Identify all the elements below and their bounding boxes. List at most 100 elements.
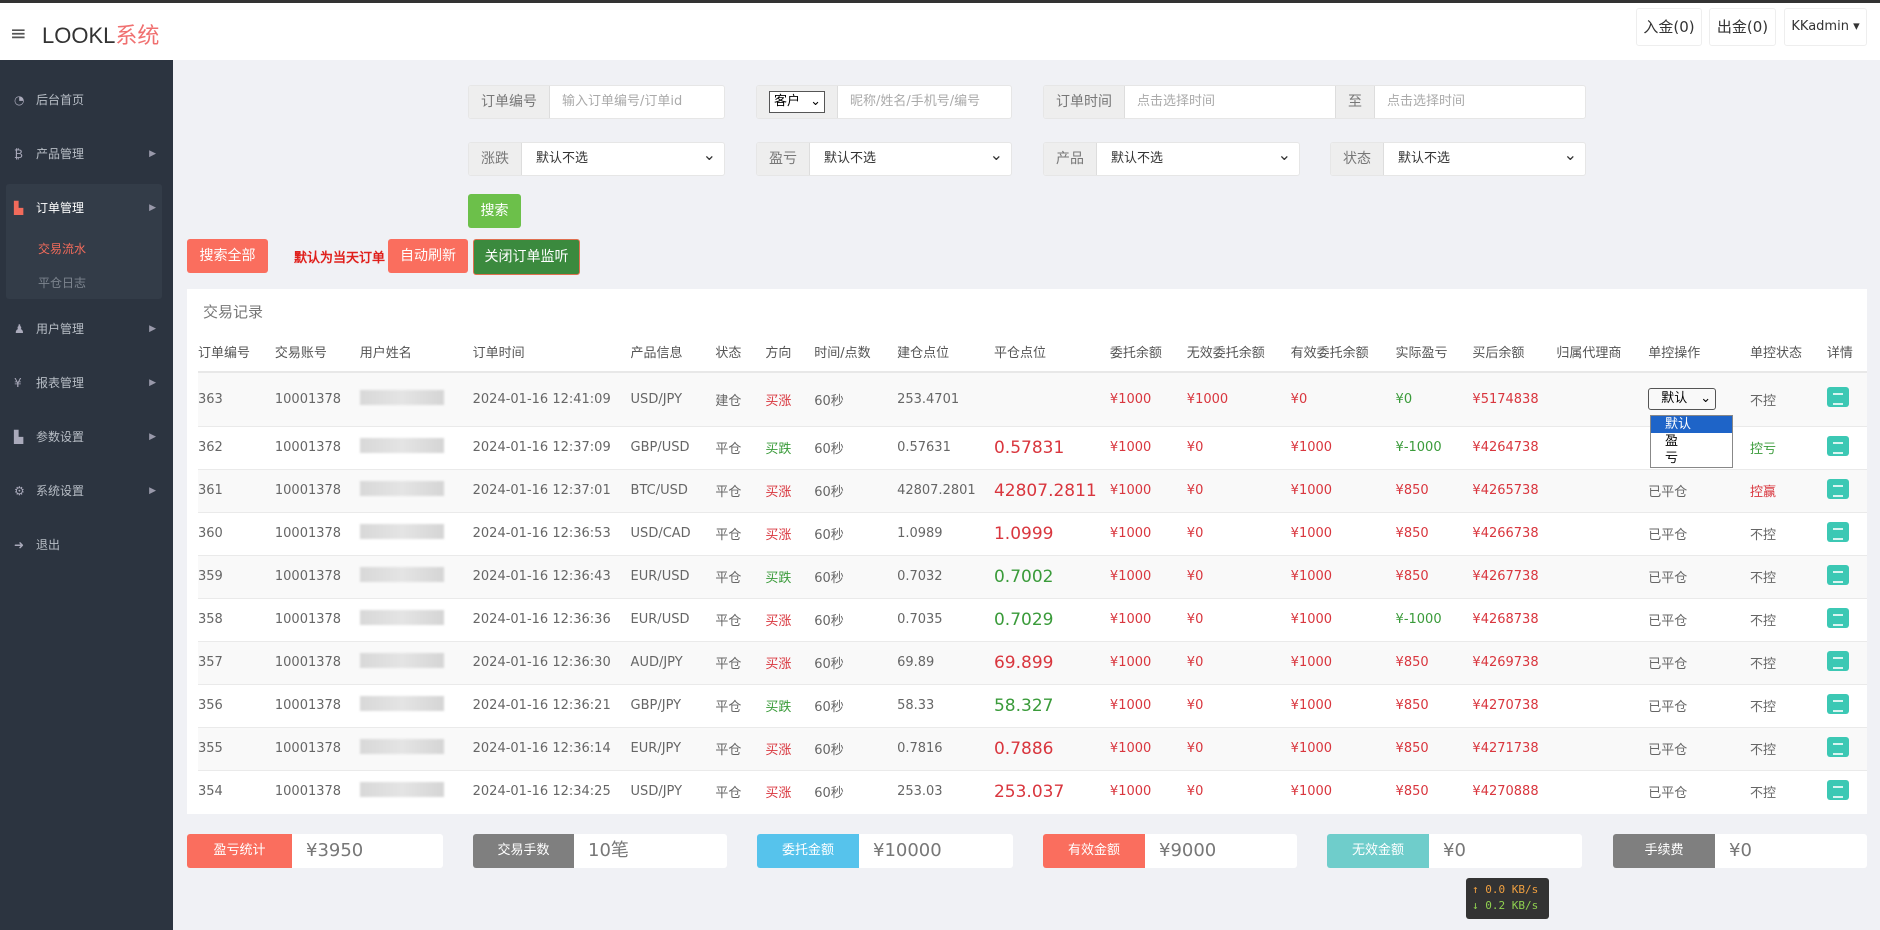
search-all-button[interactable]: 搜索全部 — [187, 239, 268, 273]
chevron-right-icon: ▶ — [149, 432, 156, 442]
agent — [1556, 683, 1649, 727]
account: 10001378 — [274, 597, 360, 641]
user-name-blurred — [359, 726, 473, 770]
order-id: 356 — [198, 683, 275, 727]
summary-value: ¥0 — [1443, 840, 1466, 861]
balance-after: ¥4264738 — [1472, 425, 1557, 469]
logo-accent: 系统 — [115, 23, 160, 48]
column-header: 交易账号 — [274, 332, 360, 373]
valid-amount: ¥1000 — [1290, 554, 1396, 598]
detail-icon[interactable] — [1826, 779, 1849, 800]
account: 10001378 — [274, 683, 360, 727]
actual-pnl: ¥-1000 — [1395, 597, 1473, 641]
control-op: 已平仓 — [1648, 640, 1751, 684]
status: 建仓 — [715, 371, 766, 426]
order-id: 359 — [198, 554, 275, 598]
order-no-label: 订单编号 — [469, 86, 550, 118]
user-name-blurred — [359, 640, 473, 684]
order-time: 2024-01-16 12:34:25 — [472, 769, 631, 813]
window-top-border — [0, 0, 1880, 3]
blurred-name — [359, 567, 444, 582]
detail-icon[interactable] — [1826, 736, 1849, 757]
blurred-name — [359, 524, 444, 539]
detail-icon[interactable] — [1826, 435, 1849, 456]
detail-icon[interactable] — [1826, 478, 1849, 499]
status-label: 状态 — [1331, 143, 1384, 175]
close-price: 42807.2811 — [993, 468, 1110, 512]
valid-amount: ¥1000 — [1290, 769, 1396, 813]
user-menu[interactable]: KKadmin ▾ — [1784, 8, 1867, 46]
sidebar-item-5[interactable]: ▙ 参数设置 ▶ — [14, 425, 164, 449]
balance-after: ¥4269738 — [1472, 640, 1557, 684]
sidebar-item-label: 系统设置 — [36, 484, 85, 498]
entrust-amount: ¥1000 — [1109, 371, 1187, 426]
invalid-amount: ¥0 — [1186, 726, 1291, 770]
actual-pnl: ¥850 — [1395, 726, 1473, 770]
control-op: 已平仓 — [1648, 468, 1751, 512]
order-time: 2024-01-16 12:36:36 — [472, 597, 631, 641]
dropdown-option-loss[interactable]: 亏 — [1665, 451, 1679, 466]
column-header: 用户姓名 — [359, 332, 473, 373]
invalid-amount: ¥0 — [1186, 554, 1291, 598]
summary-label: 盈亏统计 — [187, 834, 292, 868]
column-header: 状态 — [715, 332, 766, 373]
time-to-label: 至 — [1335, 86, 1375, 118]
control-status: 不控 — [1750, 640, 1827, 684]
sidebar-item-0[interactable]: ◔ 后台首页 — [14, 88, 164, 112]
close-price — [993, 371, 1110, 426]
sidebar-item-7[interactable]: ➜ 退出 — [14, 533, 164, 557]
sidebar-item-2[interactable]: ▙ 订单管理 ▶ — [14, 196, 164, 220]
search-button[interactable]: 搜索 — [468, 194, 521, 228]
product: BTC/USD — [630, 468, 716, 512]
table-row: 363 10001378 2024-01-16 12:41:09 USD/JPY… — [198, 371, 1867, 426]
detail-icon[interactable] — [1826, 607, 1849, 628]
entrust-amount: ¥1000 — [1109, 425, 1187, 469]
actual-pnl: ¥850 — [1395, 683, 1473, 727]
order-id: 362 — [198, 425, 275, 469]
detail-icon[interactable] — [1826, 521, 1849, 542]
time-from-input[interactable]: 点击选择时间 — [1137, 94, 1216, 109]
auto-refresh-button[interactable]: 自动刷新 — [388, 239, 468, 273]
close-monitor-button[interactable]: 关闭订单监听 — [473, 239, 580, 275]
sidebar-item-1[interactable]: ₿ 产品管理 ▶ — [14, 142, 164, 166]
pnl-select[interactable]: 默认不选 — [810, 143, 1011, 175]
status: 平仓 — [715, 554, 766, 598]
product-filter: 产品 默认不选 — [1043, 142, 1300, 176]
product: USD/CAD — [630, 511, 716, 555]
detail-icon[interactable] — [1826, 387, 1849, 408]
control-select[interactable]: 默认 ⌄ — [1648, 388, 1717, 411]
product-select[interactable]: 默认不选 — [1097, 143, 1299, 175]
direction: 买涨 — [765, 468, 815, 512]
detail-icon[interactable] — [1826, 693, 1849, 714]
detail-icon[interactable] — [1826, 564, 1849, 585]
sidebar-subitem-close-log[interactable]: 平仓日志 — [38, 276, 87, 290]
order-id: 361 — [198, 468, 275, 512]
sidebar-subitem-trade-flow[interactable]: 交易流水 — [38, 242, 87, 256]
order-no-input[interactable]: 输入订单编号/订单id — [562, 94, 683, 109]
direction: 买涨 — [765, 640, 815, 684]
detail-icon[interactable] — [1826, 650, 1849, 671]
control-op-text: 已平仓 — [1648, 485, 1688, 500]
sidebar-active-group — [6, 184, 162, 299]
product: USD/JPY — [630, 769, 716, 813]
sidebar-item-label: 产品管理 — [36, 147, 85, 161]
sidebar-item-4[interactable]: ¥ 报表管理 ▶ — [14, 371, 164, 395]
table-row: 360 10001378 2024-01-16 12:36:53 USD/CAD… — [198, 511, 1867, 555]
download-speed: ↓ 0.2 KB/s — [1472, 899, 1539, 912]
product: AUD/JPY — [630, 640, 716, 684]
updown-select[interactable]: 默认不选 — [522, 143, 724, 175]
status-select[interactable]: 默认不选 — [1384, 143, 1585, 175]
deposit-button[interactable]: 入金(0) — [1636, 8, 1702, 46]
status: 平仓 — [715, 769, 766, 813]
dropdown-option-profit[interactable]: 盈 — [1665, 434, 1679, 449]
withdraw-button[interactable]: 出金(0) — [1709, 8, 1776, 46]
menu-toggle-icon[interactable]: ≡ — [10, 21, 27, 45]
account: 10001378 — [274, 726, 360, 770]
detail-cell — [1826, 683, 1867, 727]
customer-input[interactable]: 昵称/姓名/手机号/编号 — [850, 94, 981, 109]
sidebar-item-3[interactable]: ♟ 用户管理 ▶ — [14, 317, 164, 341]
dropdown-option-default[interactable]: 默认 — [1651, 416, 1732, 433]
customer-type-select[interactable]: 客户 ⌄ — [769, 91, 825, 113]
sidebar-item-6[interactable]: ⚙ 系统设置 ▶ — [14, 479, 164, 503]
time-to-input[interactable]: 点击选择时间 — [1387, 94, 1466, 109]
